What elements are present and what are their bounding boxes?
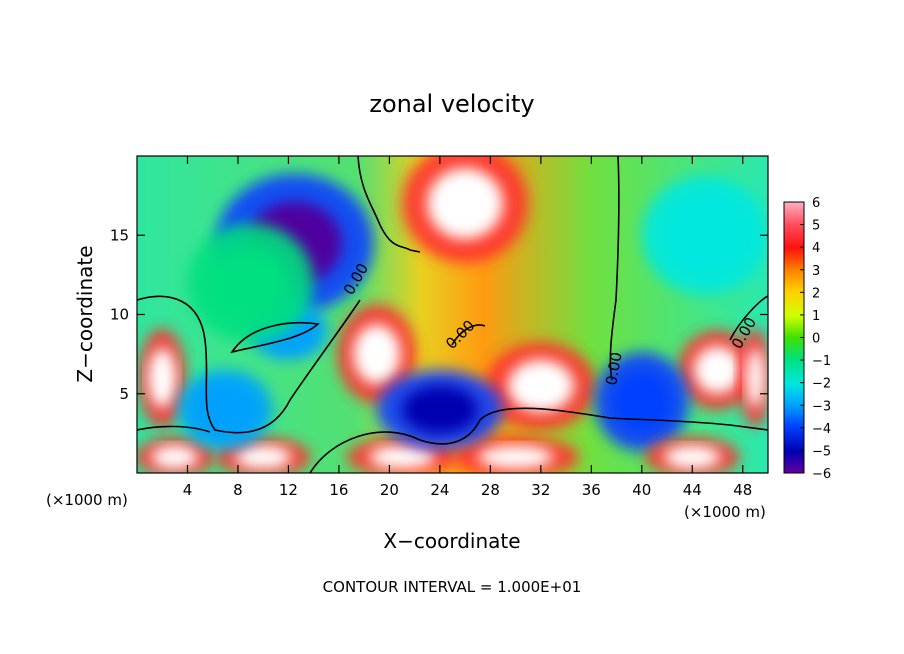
feature-core bbox=[353, 324, 401, 384]
feature-core bbox=[477, 445, 554, 470]
x-tick-label: 48 bbox=[733, 481, 752, 499]
x-tick-label: 12 bbox=[279, 481, 298, 499]
feature-core bbox=[212, 247, 289, 319]
contour-line bbox=[137, 425, 211, 433]
colorbar-tick-label: 1 bbox=[812, 309, 820, 324]
contour-line bbox=[309, 407, 768, 473]
contour-line bbox=[357, 156, 421, 253]
x-tick-label: 16 bbox=[329, 481, 348, 499]
feature-core bbox=[667, 199, 743, 271]
colorbar-tick-label: 6 bbox=[812, 196, 820, 211]
x-tick-label: 44 bbox=[683, 481, 702, 499]
feature-core bbox=[368, 445, 436, 470]
feature-core bbox=[663, 445, 721, 470]
contour-line bbox=[729, 295, 768, 341]
field-feature bbox=[485, 342, 597, 430]
colorbar-tick-label: 3 bbox=[812, 264, 820, 279]
colorbar-tick-label: −1 bbox=[812, 354, 831, 369]
feature-core bbox=[613, 371, 671, 432]
field-feature bbox=[402, 156, 529, 263]
field-features bbox=[137, 156, 768, 473]
feature-core bbox=[151, 445, 199, 470]
feature-core bbox=[693, 346, 742, 394]
x-tick-label: 32 bbox=[531, 481, 550, 499]
feature-core bbox=[234, 445, 292, 470]
colorbar-tick-label: −2 bbox=[812, 377, 831, 392]
x-unit-right: (×1000 m) bbox=[684, 503, 766, 521]
contour-line bbox=[230, 321, 320, 354]
x-tick-label: 24 bbox=[430, 481, 449, 499]
zero-contours bbox=[137, 156, 768, 473]
field-feature bbox=[678, 330, 757, 410]
field-feature bbox=[452, 437, 579, 473]
colorbar-tick-label: −3 bbox=[812, 399, 831, 414]
field-feature bbox=[137, 437, 215, 473]
colorbar-tick-label: 4 bbox=[812, 241, 820, 256]
x-tick-label: 20 bbox=[380, 481, 399, 499]
colorbar-tick-label: −6 bbox=[812, 467, 831, 482]
y-tick-label: 10 bbox=[110, 306, 129, 324]
plot-area: 0.00 0.00 0.00 0.00 bbox=[136, 155, 769, 474]
colorbar-tick-label: 2 bbox=[812, 286, 820, 301]
x-tick-label: 4 bbox=[183, 481, 193, 499]
field-feature bbox=[376, 369, 503, 450]
contour-label: 0.00 bbox=[602, 351, 626, 387]
contour-interval-footer: CONTOUR INTERVAL = 1.000E+01 bbox=[323, 578, 582, 596]
contour-line bbox=[451, 324, 486, 346]
feature-core bbox=[507, 359, 574, 412]
colorbar-tick-label: 5 bbox=[812, 219, 820, 234]
x-unit-left: (×1000 m) bbox=[46, 491, 128, 509]
field-feature bbox=[641, 175, 768, 295]
field-feature bbox=[138, 328, 186, 428]
feature-core bbox=[427, 167, 503, 240]
x-axis: 4 8 12 16 20 24 28 32 36 40 44 48 bbox=[183, 156, 752, 499]
contour-line bbox=[609, 156, 620, 381]
y-axis-label: Z−coordinate bbox=[73, 245, 97, 382]
y-tick-label: 5 bbox=[119, 385, 129, 403]
colorbar: 6 5 4 3 2 1 0 −1 −2 −3 −4 −5 −6 bbox=[783, 196, 831, 482]
feature-core bbox=[148, 348, 177, 408]
x-tick-label: 36 bbox=[582, 481, 601, 499]
x-axis-label: X−coordinate bbox=[383, 529, 520, 553]
feature-core bbox=[745, 348, 765, 408]
field-feature bbox=[739, 328, 768, 428]
colorbar-tick-label: −4 bbox=[812, 422, 831, 437]
field-feature bbox=[178, 369, 273, 450]
colorbar-tick-label: 0 bbox=[812, 332, 820, 347]
contour-line bbox=[137, 295, 361, 434]
x-tick-label: 8 bbox=[233, 481, 243, 499]
field-feature bbox=[644, 437, 740, 473]
field-feature bbox=[337, 304, 417, 404]
x-tick-label: 28 bbox=[481, 481, 500, 499]
colorbar-tick-label: −5 bbox=[812, 444, 831, 459]
field-feature bbox=[594, 352, 690, 452]
chart-title: zonal velocity bbox=[369, 90, 534, 118]
feature-core bbox=[402, 385, 478, 434]
y-tick-label: 15 bbox=[110, 226, 129, 244]
colorbar-ticks: 6 5 4 3 2 1 0 −1 −2 −3 −4 −5 −6 bbox=[800, 196, 831, 482]
feature-core bbox=[196, 385, 254, 434]
field-feature bbox=[187, 223, 314, 343]
x-tick-label: 40 bbox=[632, 481, 651, 499]
y-axis: 5 10 15 bbox=[110, 226, 768, 403]
